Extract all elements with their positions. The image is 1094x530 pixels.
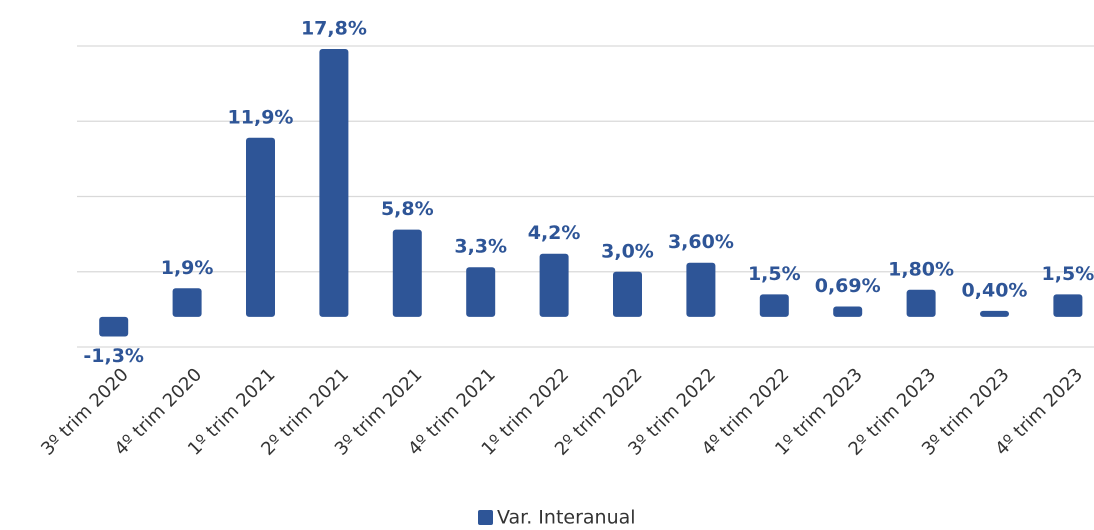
value-label: 3,3% xyxy=(454,236,507,258)
bar xyxy=(246,137,275,317)
value-label: 1,5% xyxy=(1042,263,1094,285)
bar xyxy=(759,294,789,317)
bar xyxy=(833,306,863,317)
bar xyxy=(1053,294,1083,317)
value-label: 11,9% xyxy=(228,106,294,128)
bar xyxy=(539,253,569,317)
value-label: 3,0% xyxy=(601,240,654,262)
value-label: 17,8% xyxy=(301,18,367,40)
value-label: 1,9% xyxy=(161,257,214,279)
bar xyxy=(319,49,349,317)
value-label: 5,8% xyxy=(381,198,434,220)
value-label: 0,69% xyxy=(815,275,881,297)
value-label: 4,2% xyxy=(528,222,581,244)
value-label: 0,40% xyxy=(962,279,1028,301)
bar xyxy=(686,262,716,317)
value-label: -1,3% xyxy=(83,345,144,367)
legend-swatch xyxy=(478,510,493,525)
bar xyxy=(906,289,936,317)
value-label: 1,5% xyxy=(748,263,801,285)
legend-label: Var. Interanual xyxy=(497,507,636,529)
bar xyxy=(172,288,202,317)
bar xyxy=(613,271,642,317)
bar xyxy=(980,310,1009,317)
bar xyxy=(99,316,129,337)
value-label: 3,60% xyxy=(668,231,734,253)
value-label: 1,80% xyxy=(888,258,954,280)
bar xyxy=(392,229,422,317)
bar xyxy=(466,267,496,317)
